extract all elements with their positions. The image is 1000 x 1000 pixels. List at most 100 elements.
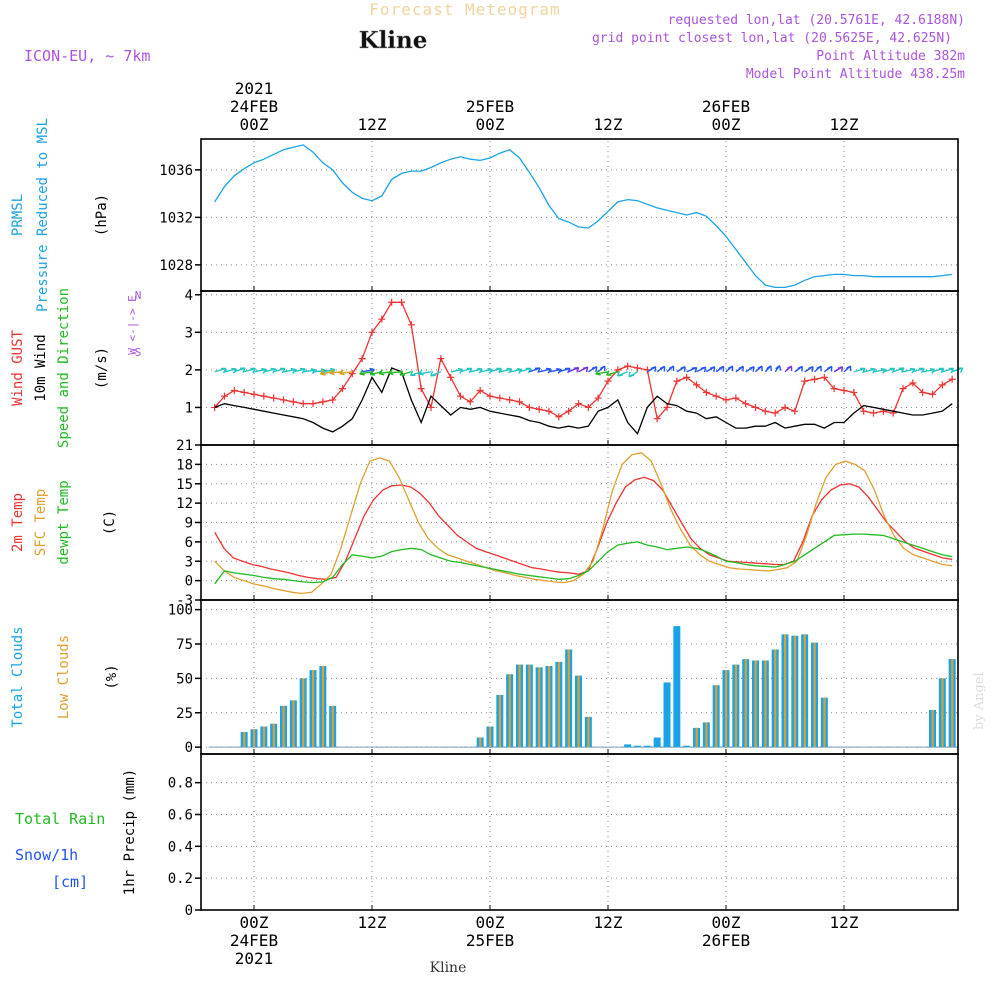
wind-compass: W <-|-> E xyxy=(126,295,139,355)
wind-arrow-head xyxy=(506,367,513,374)
bar-low-clouds xyxy=(725,670,728,748)
wind-arrow-head xyxy=(757,365,763,372)
y-tick-label: 0 xyxy=(185,903,193,919)
gust-marker xyxy=(221,392,228,400)
wind-arrow-head xyxy=(239,367,246,373)
bar-low-clouds xyxy=(312,670,315,748)
precip-side-label: Total Rain xyxy=(15,810,105,828)
gust-marker xyxy=(850,388,858,396)
gust-marker xyxy=(466,398,474,406)
time-label-bottom: 12Z xyxy=(830,913,859,932)
gust-marker xyxy=(211,403,219,411)
y-axis-label: (hPa) xyxy=(94,194,110,236)
panel-pressure: 1028 1032 1036 PRMSL Pressure Reduced to MSL… xyxy=(10,118,959,312)
gust-marker xyxy=(398,298,405,306)
gust-marker xyxy=(663,403,671,411)
series-line-pressure xyxy=(214,144,953,289)
gust-marker xyxy=(516,398,523,406)
y-tick-label: 1036 xyxy=(159,163,193,179)
gust-marker xyxy=(555,413,563,421)
wind-arrow-head xyxy=(837,366,844,372)
wind-arrow xyxy=(595,371,609,375)
time-label-bottom: 00Z xyxy=(476,913,505,932)
wind-arrow-head xyxy=(749,366,755,372)
gust-marker xyxy=(407,321,415,329)
wind-arrow xyxy=(450,368,464,373)
gust-marker xyxy=(929,390,936,398)
compass-s-label: S xyxy=(135,346,142,359)
y-tick-label: 12 xyxy=(176,496,193,512)
gust-marker xyxy=(752,403,759,411)
wind-arrow-head xyxy=(709,366,716,372)
gust-marker xyxy=(525,403,533,411)
y-tick-label: 50 xyxy=(176,671,193,687)
panel-precip: 0 0.2 0.4 0.6 0.8 1hr Precip (mm) Total Rain Sn… xyxy=(15,753,959,919)
time-label-top: 12Z xyxy=(830,115,859,134)
wind-arrow-head xyxy=(430,370,436,377)
y-tick-label: 3 xyxy=(185,325,193,341)
wind-arrow-head xyxy=(808,366,814,372)
time-label-bottom: 12Z xyxy=(358,913,387,932)
series-line xyxy=(214,452,953,595)
wind-arrow-head xyxy=(279,367,286,374)
y-axis-label: (m/s) xyxy=(94,347,110,389)
gust-marker xyxy=(584,403,592,411)
wind-arrow xyxy=(418,371,432,375)
bar-low-clouds xyxy=(705,722,708,748)
y-tick-label: 0 xyxy=(185,740,193,756)
y-axis-label: Wind GUST xyxy=(10,330,26,406)
wind-arrow-head xyxy=(378,369,385,376)
wind-arrow-head xyxy=(766,365,773,371)
bar-low-clouds xyxy=(272,723,275,748)
bar-low-clouds xyxy=(587,716,590,748)
y-tick-label: 3 xyxy=(185,554,193,570)
gust-marker xyxy=(624,362,632,370)
wind-arrow-head xyxy=(388,369,394,376)
bar-low-clouds xyxy=(931,710,934,748)
gust-marker xyxy=(840,387,848,395)
bar-low-clouds xyxy=(951,659,954,748)
bar-low-clouds xyxy=(518,664,521,748)
wind-arrow xyxy=(359,371,373,375)
wind-arrow-head xyxy=(339,369,345,376)
wind-arrow-head xyxy=(700,366,707,373)
gust-marker xyxy=(673,377,681,385)
y-tick-label: -3 xyxy=(176,593,193,609)
gust-marker xyxy=(299,400,307,408)
bar-low-clouds xyxy=(498,694,502,748)
gust-marker xyxy=(909,379,917,387)
wind-arrow-head xyxy=(250,367,257,374)
gust-marker xyxy=(565,407,573,415)
time-label-bottom: 26FEB xyxy=(702,931,750,950)
bar-total-clouds xyxy=(683,745,691,748)
y-axis-label: Speed and Direction xyxy=(56,288,72,448)
wind-arrow-head xyxy=(826,365,833,372)
gust-marker xyxy=(388,298,396,306)
gust-marker xyxy=(791,407,799,415)
y-tick-label: 0.2 xyxy=(168,871,193,887)
bar-low-clouds xyxy=(321,666,325,748)
gust-marker xyxy=(801,377,809,385)
bar-low-clouds xyxy=(557,661,561,748)
model-label: ICON-EU, ~ 7km xyxy=(24,47,150,65)
y-tick-label: 1032 xyxy=(159,210,193,226)
wind-arrow xyxy=(509,368,523,373)
gust-marker xyxy=(594,394,602,402)
time-label-top: 00Z xyxy=(712,115,741,134)
wind-arrow-head xyxy=(319,369,326,376)
watermark: by Angel xyxy=(972,672,987,730)
y-tick-label: 1028 xyxy=(159,258,193,274)
time-label-bottom: 25FEB xyxy=(466,931,514,950)
gust-marker xyxy=(781,403,789,411)
model-point-altitude: Model Point Altitude 438.25m xyxy=(746,67,965,82)
bar-low-clouds xyxy=(793,635,797,748)
bar-low-clouds xyxy=(734,664,738,748)
gust-marker xyxy=(653,415,661,423)
wind-arrow-head xyxy=(659,365,666,372)
point-altitude: Point Altitude 382m xyxy=(816,49,965,64)
gust-marker xyxy=(811,375,818,383)
time-label-bottom: 00Z xyxy=(712,913,741,932)
